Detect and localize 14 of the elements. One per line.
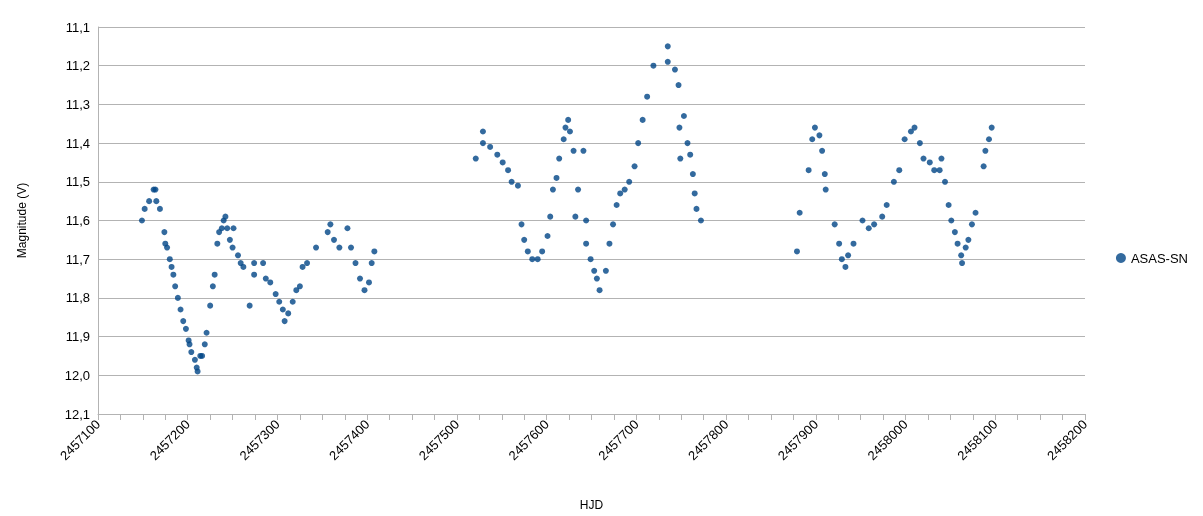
y-tick-label: 11,7 <box>65 251 90 267</box>
x-axis-title: HJD <box>579 498 604 512</box>
y-tick-label: 11,5 <box>65 174 90 190</box>
y-tick-label: 11,3 <box>65 96 90 112</box>
y-tick-label: 12,1 <box>64 406 90 422</box>
y-tick-label: 11,9 <box>65 329 90 345</box>
y-tick-label: 12,0 <box>64 367 90 383</box>
y-tick-label: 11,2 <box>65 58 90 74</box>
y-tick-label: 11,4 <box>65 135 90 151</box>
y-tick-label: 11,6 <box>65 213 90 228</box>
y-tick-label: 11,1 <box>65 19 90 35</box>
legend-label: ASAS-SN <box>1130 250 1189 266</box>
y-tick-label: 11,8 <box>65 290 90 306</box>
y-axis-title: Magnitude (V) <box>15 182 29 259</box>
